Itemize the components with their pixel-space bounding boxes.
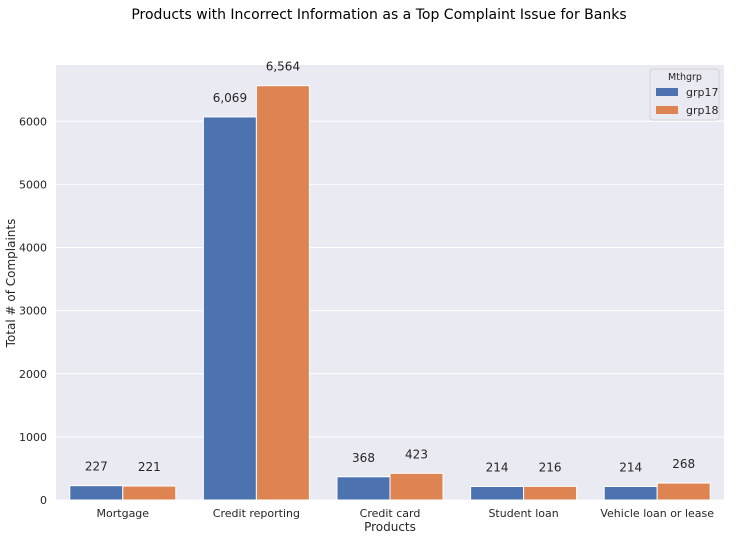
- data-label: 268: [672, 457, 695, 471]
- bar-grp18: [656, 482, 711, 501]
- data-label: 423: [405, 447, 428, 461]
- x-tick-label: Student loan: [488, 507, 558, 520]
- x-tick-label: Vehicle loan or lease: [600, 507, 714, 520]
- bar-grp18: [523, 485, 578, 501]
- data-label: 227: [85, 460, 108, 474]
- data-label: 216: [539, 460, 562, 474]
- x-axis-ticks: Mortgage Credit reporting Credit card Stude…: [97, 507, 715, 520]
- y-tick-label: 2000: [19, 368, 47, 381]
- y-tick-label: 0: [40, 494, 47, 507]
- data-label: 214: [486, 460, 509, 474]
- bar-grp18: [389, 472, 444, 501]
- chart-title: Products with Incorrect Information as a…: [131, 7, 626, 23]
- legend-label-grp17: grp17: [686, 86, 718, 99]
- y-axis-label: Total # of Complaints: [4, 219, 18, 349]
- bar-grp17: [603, 485, 658, 501]
- y-tick-label: 5000: [19, 178, 47, 191]
- x-axis-label: Products: [364, 520, 416, 534]
- legend: Mthgrp grp17 grp18: [649, 68, 720, 121]
- bar-grp17: [202, 116, 257, 501]
- bars: [69, 85, 711, 501]
- y-tick-label: 4000: [19, 242, 47, 255]
- bar-grp18: [255, 85, 310, 501]
- data-label: 214: [619, 460, 642, 474]
- legend-swatch-grp18: [656, 106, 678, 114]
- plot-background: [56, 65, 724, 500]
- bar-grp18: [122, 485, 177, 501]
- legend-title: Mthgrp: [668, 72, 702, 83]
- data-label: 6,069: [213, 91, 247, 105]
- x-tick-label: Credit card: [360, 507, 421, 520]
- data-labels: 227 221 6,069 6,564 368 423 214 216 214 268: [85, 60, 695, 475]
- data-label: 221: [138, 460, 161, 474]
- bar-grp17: [470, 485, 525, 501]
- gridlines: [56, 120, 724, 501]
- data-label: 368: [352, 451, 375, 465]
- y-tick-label: 1000: [19, 431, 47, 444]
- data-label: 6,564: [266, 60, 300, 74]
- x-tick-label: Mortgage: [97, 507, 150, 520]
- legend-swatch-grp17: [656, 88, 678, 96]
- bar-grp17: [69, 485, 124, 501]
- y-tick-label: 3000: [19, 305, 47, 318]
- legend-label-grp18: grp18: [686, 104, 718, 117]
- y-axis-ticks: 0 1000 2000 3000 4000 5000 6000: [19, 115, 47, 507]
- x-tick-label: Credit reporting: [213, 507, 300, 520]
- bar-grp17: [336, 476, 391, 501]
- y-tick-label: 6000: [19, 115, 47, 128]
